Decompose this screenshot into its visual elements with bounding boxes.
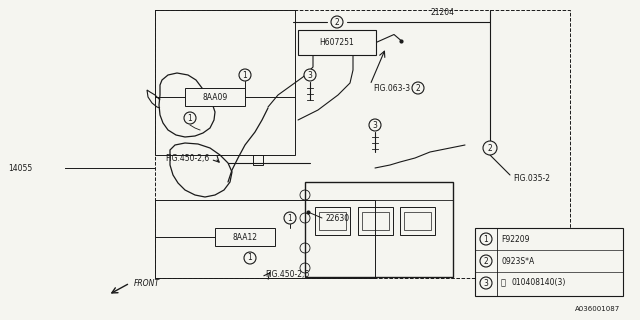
Circle shape — [244, 252, 256, 264]
Circle shape — [483, 141, 497, 155]
Bar — [319, 212, 346, 230]
Text: 21204: 21204 — [430, 7, 454, 17]
Bar — [155, 200, 375, 278]
Bar — [155, 10, 295, 155]
Circle shape — [480, 277, 492, 289]
Bar — [253, 155, 263, 165]
Text: FIG.063-3: FIG.063-3 — [373, 84, 410, 92]
Text: FIG.450-2,6: FIG.450-2,6 — [265, 270, 309, 279]
Circle shape — [239, 69, 251, 81]
Bar — [400, 207, 435, 235]
Text: 3: 3 — [484, 278, 488, 287]
Circle shape — [284, 212, 296, 224]
Bar — [215, 228, 275, 246]
Text: H607251: H607251 — [319, 38, 355, 47]
Text: 010408140(3): 010408140(3) — [511, 278, 565, 287]
Text: 2: 2 — [415, 84, 420, 92]
Text: 2: 2 — [335, 18, 339, 27]
Bar — [475, 228, 623, 296]
Text: 8AA12: 8AA12 — [232, 233, 257, 242]
Text: 1: 1 — [484, 235, 488, 244]
Circle shape — [480, 255, 492, 267]
Text: A036001087: A036001087 — [575, 306, 620, 312]
Text: 2: 2 — [488, 143, 492, 153]
Text: 2: 2 — [484, 257, 488, 266]
Text: 8AA09: 8AA09 — [202, 92, 228, 101]
Bar — [404, 212, 431, 230]
Circle shape — [304, 69, 316, 81]
Text: F92209: F92209 — [501, 235, 529, 244]
Text: 1: 1 — [287, 213, 292, 222]
Text: 1: 1 — [248, 253, 252, 262]
Bar — [155, 10, 570, 278]
Text: 14055: 14055 — [8, 164, 32, 172]
Circle shape — [331, 16, 343, 28]
Bar — [305, 182, 453, 277]
Bar — [315, 207, 350, 235]
Text: 3: 3 — [308, 70, 312, 79]
Circle shape — [369, 119, 381, 131]
Bar — [298, 30, 376, 55]
Text: 1: 1 — [188, 114, 193, 123]
Bar — [185, 88, 245, 106]
Text: 3: 3 — [372, 121, 378, 130]
Text: 0923S*A: 0923S*A — [501, 257, 534, 266]
Text: 1: 1 — [243, 70, 248, 79]
Circle shape — [184, 112, 196, 124]
Text: FRONT: FRONT — [134, 278, 160, 287]
Text: FIG.035-2: FIG.035-2 — [513, 173, 550, 182]
Bar — [362, 212, 389, 230]
Bar — [358, 207, 393, 235]
Text: FIG.450-2,6: FIG.450-2,6 — [165, 154, 209, 163]
Text: Ⓢ: Ⓢ — [501, 278, 506, 287]
Circle shape — [480, 233, 492, 245]
Text: 22630: 22630 — [325, 213, 349, 222]
Circle shape — [412, 82, 424, 94]
